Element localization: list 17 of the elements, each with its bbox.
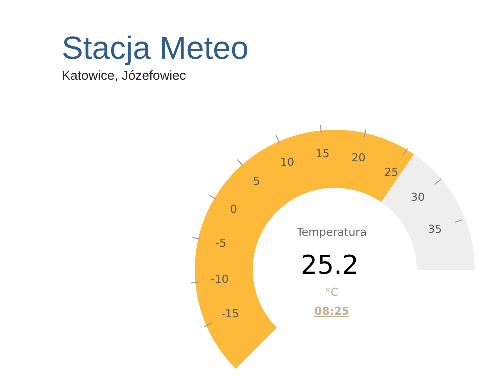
text: -10 xyxy=(210,272,229,286)
text: Temperatura xyxy=(296,226,367,239)
data-label: 25.2 xyxy=(301,251,359,281)
text: 30 xyxy=(411,190,426,204)
text: 08:25 xyxy=(314,305,350,318)
text: 5 xyxy=(253,175,260,188)
text: 20 xyxy=(352,151,366,164)
text: 0 xyxy=(230,203,238,216)
text: -15 xyxy=(221,308,240,321)
text: °C xyxy=(325,286,339,299)
text: Katowice, Józefowiec xyxy=(62,68,188,83)
text: Stacja Meteo xyxy=(62,29,249,68)
text: 35 xyxy=(428,222,442,236)
text: 10 xyxy=(280,156,295,169)
text: 15 xyxy=(316,148,330,161)
text: 25 xyxy=(384,166,399,180)
text: -5 xyxy=(216,236,227,250)
